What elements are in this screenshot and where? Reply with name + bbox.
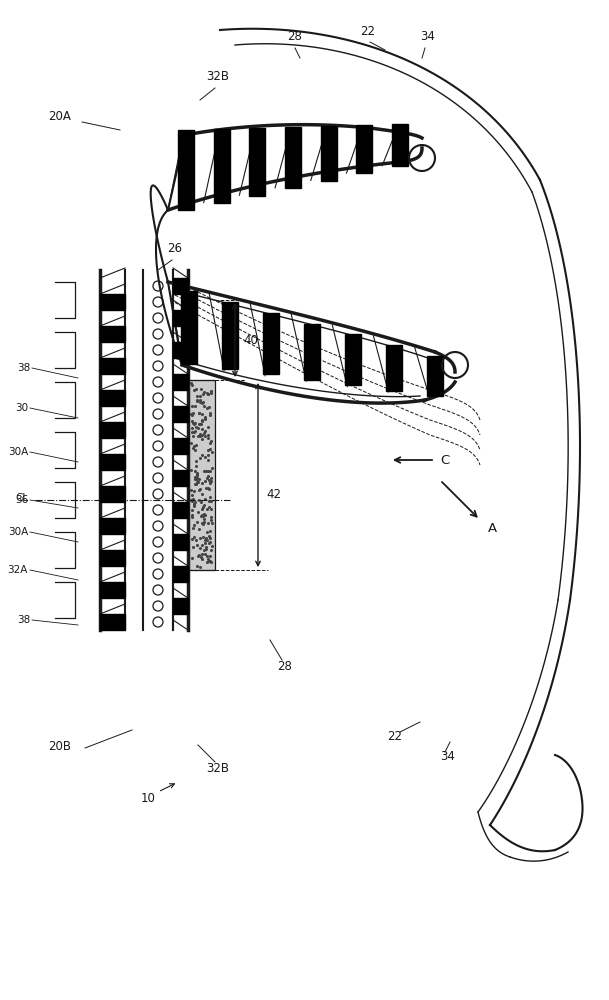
Polygon shape (173, 374, 188, 390)
Polygon shape (173, 278, 188, 294)
Polygon shape (173, 438, 188, 454)
Text: 40: 40 (243, 334, 258, 347)
Text: 20B: 20B (49, 740, 71, 753)
Text: 30: 30 (15, 403, 28, 413)
Polygon shape (222, 302, 238, 369)
Text: 10: 10 (141, 792, 155, 805)
Polygon shape (173, 342, 188, 358)
Polygon shape (180, 291, 197, 364)
Text: 28: 28 (287, 30, 303, 43)
Polygon shape (100, 582, 125, 598)
Polygon shape (100, 422, 125, 438)
Text: C: C (440, 454, 449, 466)
Text: CL: CL (15, 493, 28, 503)
Polygon shape (173, 598, 188, 614)
Polygon shape (178, 130, 194, 210)
Polygon shape (173, 310, 188, 326)
Text: A: A (488, 522, 497, 534)
Bar (188, 380, 215, 570)
Polygon shape (249, 128, 266, 196)
Polygon shape (100, 454, 125, 470)
Polygon shape (173, 534, 188, 550)
Polygon shape (100, 518, 125, 534)
Polygon shape (262, 313, 279, 374)
Polygon shape (100, 486, 125, 502)
Text: 32A: 32A (8, 565, 28, 575)
Polygon shape (386, 345, 402, 391)
Text: 34: 34 (421, 30, 435, 43)
Text: 36: 36 (15, 495, 28, 505)
Text: 28: 28 (278, 660, 292, 673)
Polygon shape (173, 566, 188, 582)
Polygon shape (392, 124, 408, 166)
Text: 32B: 32B (206, 70, 230, 83)
Polygon shape (173, 406, 188, 422)
Polygon shape (173, 470, 188, 486)
Polygon shape (100, 550, 125, 566)
Text: 42: 42 (266, 488, 281, 502)
Text: 30A: 30A (8, 527, 28, 537)
Polygon shape (100, 326, 125, 342)
Polygon shape (427, 356, 443, 396)
Polygon shape (285, 127, 301, 188)
Text: 38: 38 (17, 615, 30, 625)
Polygon shape (320, 126, 337, 181)
Text: 38: 38 (17, 363, 30, 373)
Polygon shape (345, 334, 361, 385)
Text: 22: 22 (387, 730, 403, 743)
Polygon shape (304, 324, 320, 380)
Polygon shape (214, 129, 230, 203)
Text: 20A: 20A (49, 110, 71, 123)
Polygon shape (356, 125, 372, 173)
Text: 30A: 30A (8, 447, 28, 457)
Polygon shape (100, 390, 125, 406)
Polygon shape (100, 294, 125, 310)
Polygon shape (173, 502, 188, 518)
Polygon shape (100, 358, 125, 374)
Text: 34: 34 (440, 750, 456, 763)
Text: 26: 26 (167, 242, 183, 255)
Text: 22: 22 (361, 25, 376, 38)
Text: 32B: 32B (206, 762, 230, 775)
Polygon shape (100, 614, 125, 630)
